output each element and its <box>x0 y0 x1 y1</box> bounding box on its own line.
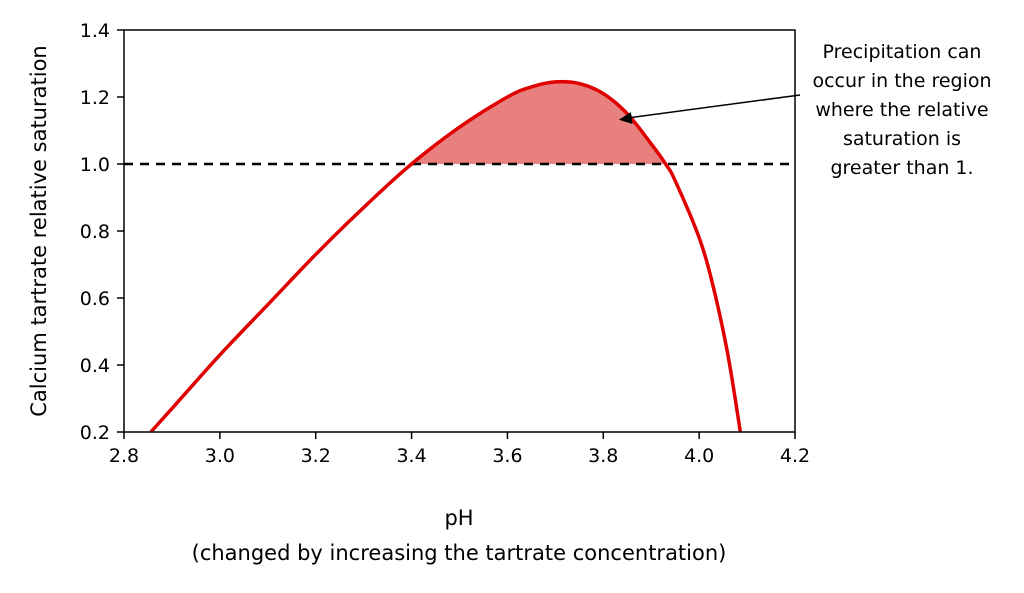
annotation-line: greater than 1. <box>830 157 973 179</box>
shaded-region <box>411 81 666 164</box>
annotation-arrowhead <box>618 112 633 124</box>
shaded-region-layer <box>411 81 666 164</box>
series-line-0 <box>149 79 743 434</box>
annotation-line: saturation is <box>843 128 961 150</box>
x-tick-label: 3.0 <box>205 445 235 467</box>
x-axis-subtitle: (changed by increasing the tartrate conc… <box>192 541 727 565</box>
y-tick-label: 1.0 <box>80 154 110 176</box>
y-tick-label: 0.6 <box>80 288 110 310</box>
y-tick-label: 1.4 <box>80 20 110 42</box>
annotation-line: where the relative <box>815 99 988 121</box>
y-axis-title: Calcium tartrate relative saturation <box>27 45 51 416</box>
x-tick-label: 2.8 <box>109 445 139 467</box>
x-axis-title: pH <box>444 506 473 530</box>
annotation-line: Precipitation can <box>823 41 982 63</box>
x-tick-label: 3.4 <box>396 445 426 467</box>
y-tick-label: 1.2 <box>80 87 110 109</box>
x-tick-label: 3.2 <box>301 445 331 467</box>
annotation-line: occur in the region <box>812 70 991 92</box>
annotation-arrow <box>628 94 801 119</box>
x-axis-ticks: 2.8 3.0 3.2 3.4 3.6 3.8 4.0 4.2 <box>109 432 810 467</box>
plot-area-frame <box>123 29 796 433</box>
y-tick-label: 0.4 <box>80 355 110 377</box>
y-tick-label: 0.2 <box>80 422 110 444</box>
y-tick-label: 0.8 <box>80 221 110 243</box>
y-axis-ticks: 0.2 0.4 0.6 0.8 1.0 1.2 1.4 <box>80 20 124 444</box>
annotation: Precipitation can occur in the region wher… <box>618 41 992 179</box>
x-tick-label: 3.6 <box>492 445 522 467</box>
x-tick-label: 4.2 <box>780 445 810 467</box>
x-tick-label: 4.0 <box>684 445 714 467</box>
series-layer <box>149 79 743 434</box>
x-tick-label: 3.8 <box>588 445 618 467</box>
